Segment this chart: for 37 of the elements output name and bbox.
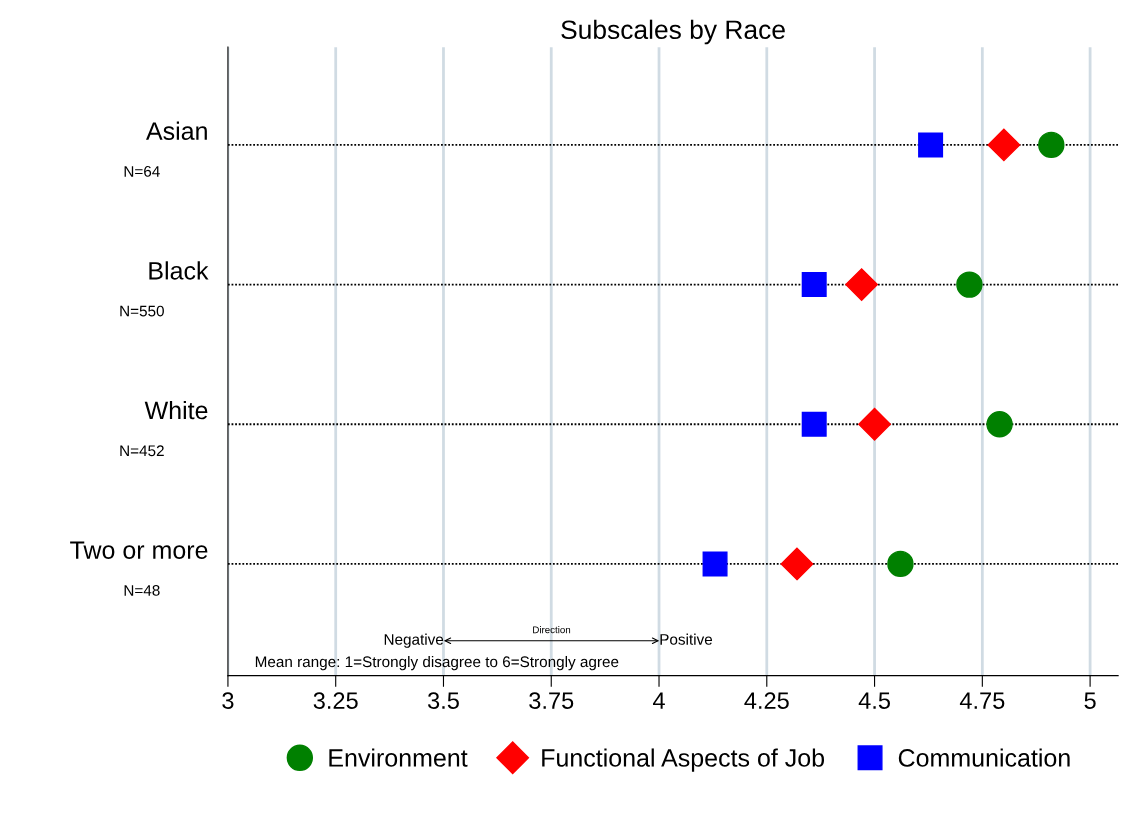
chart-title: Subscales by Race xyxy=(561,19,785,45)
text: N=64 xyxy=(124,165,160,177)
x-tick-label: 5 xyxy=(1084,692,1096,709)
point xyxy=(918,132,944,158)
point xyxy=(858,407,891,441)
annotation: Negative xyxy=(384,633,444,648)
x-tick-label: 3.5 xyxy=(427,692,459,709)
point xyxy=(702,551,728,577)
x-tick-label: 3.75 xyxy=(529,692,574,709)
point xyxy=(780,547,814,581)
x-tick-label: 4.75 xyxy=(959,692,1005,709)
y-tick-label: Asian xyxy=(146,121,207,140)
x-tick-label: 4.5 xyxy=(858,692,890,709)
point xyxy=(956,271,983,298)
text: N=550 xyxy=(120,305,164,317)
x-tick-label: 3 xyxy=(222,692,234,709)
x-tick-label: 4 xyxy=(653,692,665,709)
annotation: Positive xyxy=(660,633,713,645)
point xyxy=(986,411,1013,438)
y-tick-label: White xyxy=(144,400,208,420)
text: N=452 xyxy=(120,445,164,457)
legend-label: Communication xyxy=(898,748,1070,767)
text: N=48 xyxy=(124,584,160,596)
point xyxy=(887,550,914,578)
point xyxy=(987,128,1021,162)
y-tick-label: Black xyxy=(149,261,209,280)
annotation: Mean range: 1=Strongly disagree to 6=Strongly agree xyxy=(255,655,619,671)
point xyxy=(801,411,827,437)
x-tick-label: 3.25 xyxy=(313,692,358,709)
legend-label: Functional Aspects of Job xyxy=(542,748,825,772)
x-tick-label: 4.25 xyxy=(744,692,789,709)
point xyxy=(1038,131,1065,159)
point xyxy=(801,272,827,298)
legend-label: Environment xyxy=(329,748,468,767)
point xyxy=(845,268,879,301)
annotation: Direction xyxy=(533,626,571,634)
y-tick-label: Two or more xyxy=(70,541,208,559)
